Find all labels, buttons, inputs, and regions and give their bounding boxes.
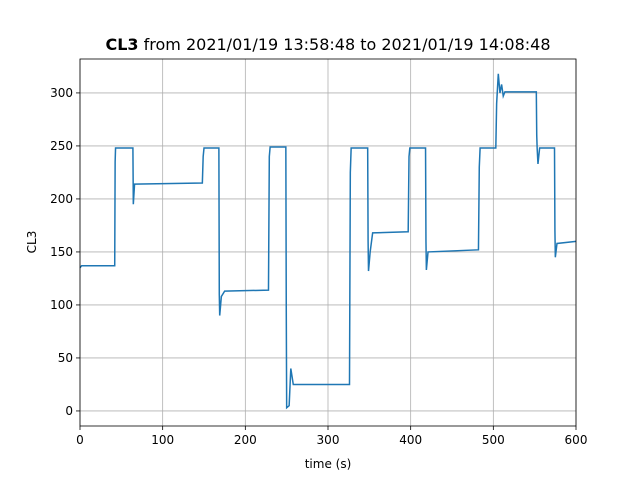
x-tick-label: 100 [151,433,174,447]
y-tick-label: 50 [58,351,73,365]
title-bold: CL3 [105,35,138,54]
y-tick-label: 150 [50,245,73,259]
title-rest: from 2021/01/19 13:58:48 to 2021/01/19 1… [144,35,551,54]
x-tick-label: 500 [482,433,505,447]
y-tick-label: 100 [50,298,73,312]
x-tick-label: 400 [399,433,422,447]
y-tick-label: 250 [50,139,73,153]
y-tick-label: 200 [50,192,73,206]
x-tick-label: 200 [234,433,257,447]
x-axis-label: time (s) [305,457,352,471]
y-tick-label: 0 [65,404,73,418]
chart-title: CL3 from 2021/01/19 13:58:48 to 2021/01/… [105,35,550,54]
y-tick-label: 300 [50,86,73,100]
y-axis-label: CL3 [25,231,39,254]
x-tick-label: 600 [565,433,588,447]
x-tick-label: 0 [76,433,84,447]
data-line [79,73,577,410]
x-tick-label: 300 [317,433,340,447]
plot-frame [79,58,577,427]
